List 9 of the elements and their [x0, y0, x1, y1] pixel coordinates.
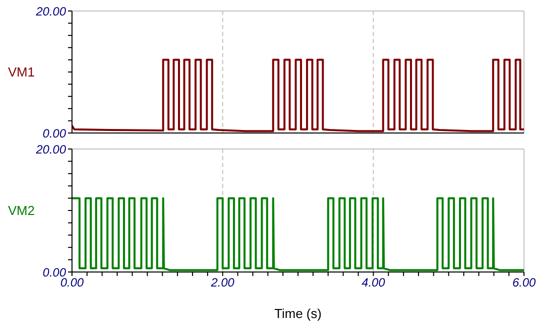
text: VM2	[8, 203, 35, 218]
text: VM1	[8, 64, 35, 80]
x-tick-label: 2.00	[210, 276, 235, 290]
x-tick-label: 4.00	[362, 276, 386, 290]
y-tick-label: 0.00	[42, 126, 66, 140]
y-tick-label: 20.00	[34, 142, 66, 156]
x-axis-title: Time (s)	[274, 306, 322, 321]
y-tick-label: 20.00	[34, 4, 66, 18]
x-tick-label: 6.00	[512, 276, 536, 290]
